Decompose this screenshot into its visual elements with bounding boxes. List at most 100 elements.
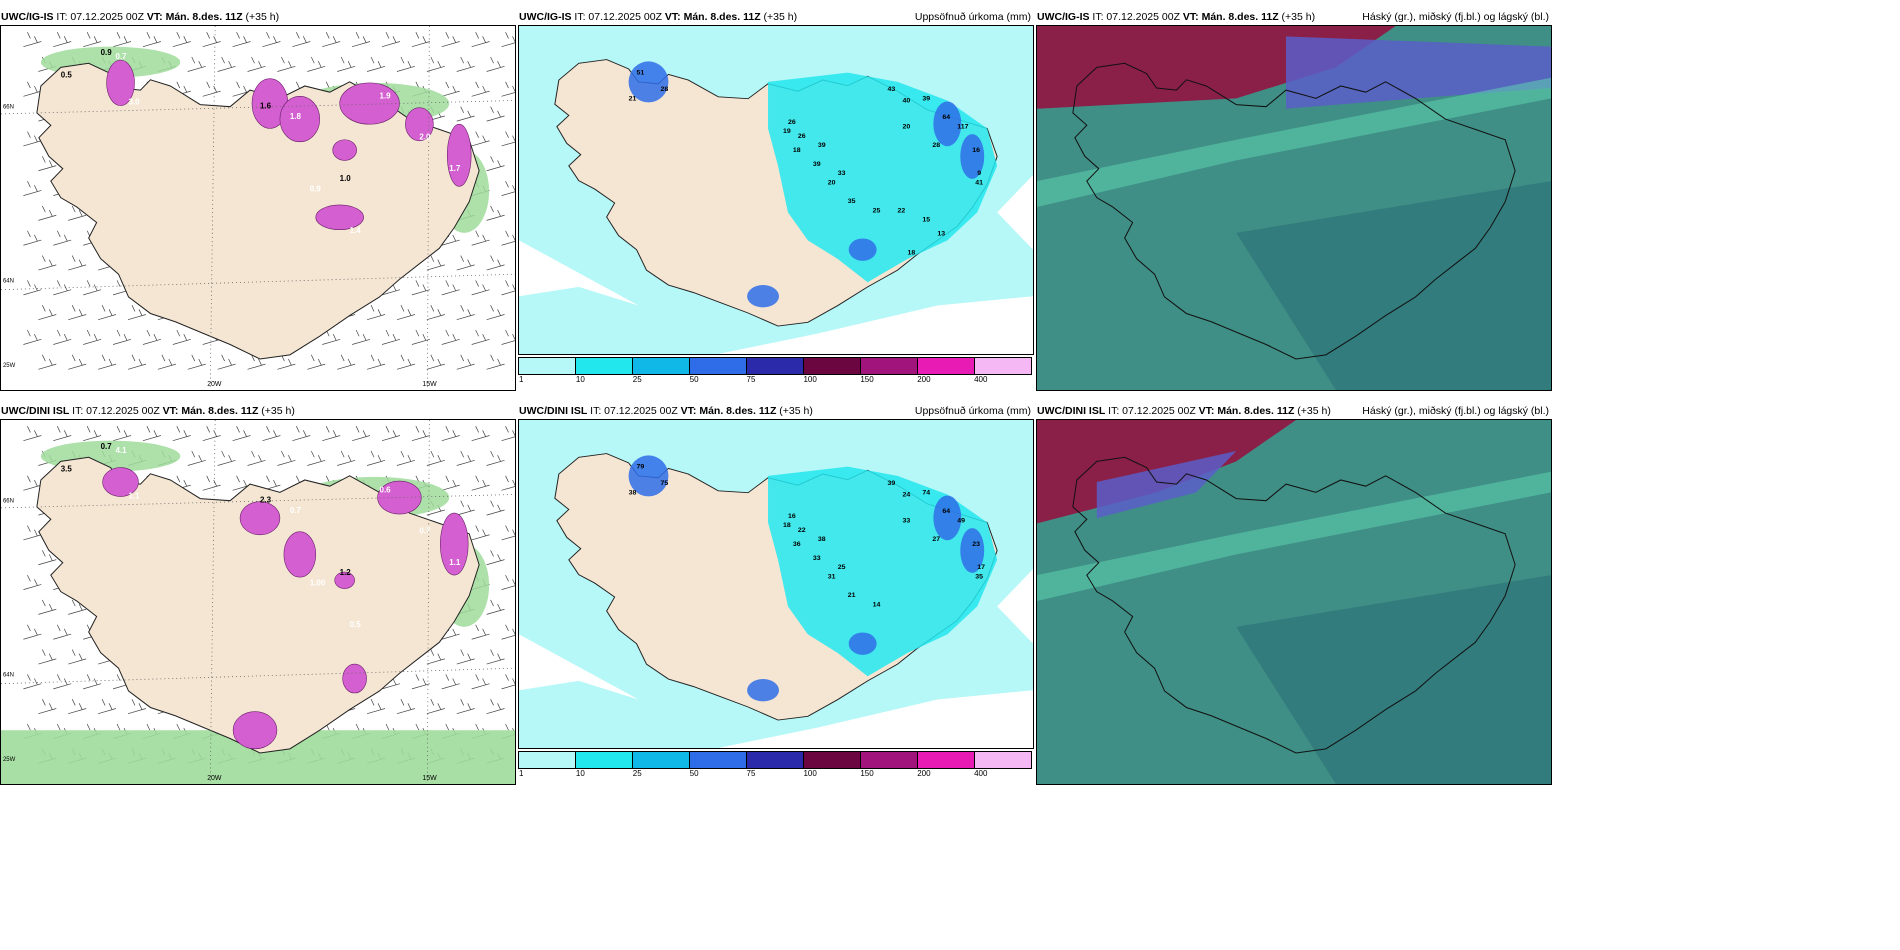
- wind-value-label: 1.4: [350, 226, 362, 235]
- colorbar-segment: [804, 358, 861, 374]
- wind-barb: [23, 180, 42, 196]
- longitude-line: [426, 26, 430, 390]
- wind-barb: [23, 32, 42, 48]
- model-name: UWC/IG-IS: [1037, 11, 1090, 23]
- wind-barb: [486, 649, 505, 665]
- wind-barb: [441, 329, 460, 345]
- wind-barb: [411, 32, 430, 48]
- precip-value-label: 26: [788, 119, 796, 126]
- wind-value-label: 4.1: [116, 446, 128, 455]
- wind-barb: [337, 354, 356, 370]
- iceland-outline: [1072, 62, 1516, 360]
- map-canvas: 51 28 21 43 40 39 64 117 16 9 41 20 28 33 35 39 26 19 26 18…: [519, 26, 1033, 354]
- lat-label-64n: 64N: [3, 671, 14, 678]
- precip-magenta-area: [283, 531, 317, 578]
- wind-barb: [352, 329, 371, 345]
- wind-barb: [366, 450, 386, 466]
- map-canvas: [1037, 26, 1551, 390]
- wind-value-label: 1.0: [340, 174, 352, 183]
- wind-barb: [38, 699, 57, 715]
- precip-magenta-area: [239, 501, 281, 536]
- wind-barb: [456, 500, 475, 516]
- precip-colorbar: [518, 751, 1032, 769]
- precip-value-label: 51: [637, 70, 645, 77]
- lead-time: (+35 h): [242, 11, 280, 23]
- precip-magenta-area: [315, 204, 364, 231]
- precip-colorbar: [518, 357, 1032, 375]
- lead-time: (+35 h): [258, 405, 295, 417]
- colorbar-segment: [690, 752, 747, 768]
- wind-barb: [486, 599, 505, 615]
- precip-value-label: 21: [848, 592, 856, 599]
- wind-barb: [471, 32, 490, 48]
- valid-time: Mán. 8.des. 11Z: [680, 11, 761, 23]
- precip-value-label: 28: [932, 142, 940, 149]
- wind-barb: [501, 674, 515, 690]
- lat-label-66n: 66N: [3, 498, 14, 505]
- wind-barb: [112, 32, 132, 48]
- wind-barb: [501, 574, 515, 590]
- colorbar-tick-label: 10: [575, 769, 585, 778]
- wind-barb: [292, 426, 311, 442]
- colorbar-segment: [633, 752, 690, 768]
- wind-barb: [501, 131, 515, 147]
- longitude-line: [209, 26, 216, 390]
- wind-barb: [501, 280, 515, 296]
- precip-magenta-area: [232, 711, 278, 750]
- precip-value-label: 9: [977, 170, 981, 177]
- panel-field-title: Háský (gr.), miðský (fj.bl.) og lágský (…: [1362, 405, 1549, 417]
- lat-label-64n: 64N: [3, 277, 14, 284]
- wind-barb: [411, 329, 430, 345]
- run-time: IT: 07.12.2025 00Z: [571, 11, 665, 23]
- panel-field-title: Uppsöfnuð úrkoma (mm): [914, 11, 1031, 23]
- map-panel-p6: UWC/DINI ISL IT: 07.12.2025 00Z VT: Mán.…: [1036, 404, 1552, 790]
- wind-barb: [232, 426, 251, 442]
- wind-barb: [98, 305, 117, 321]
- colorbar-segment: [747, 358, 804, 374]
- precip-magenta-area: [405, 107, 434, 142]
- map-panel-p3: UWC/IG-IS IT: 07.12.2025 00Z VT: Mán. 8.…: [1036, 10, 1552, 396]
- colorbar-tick-label: 1: [519, 375, 524, 384]
- vt-label: VT:: [664, 11, 681, 23]
- colorbar-segment: [576, 752, 633, 768]
- lon-label-25w: 25W: [3, 362, 16, 369]
- wind-barb: [23, 81, 42, 97]
- precip-value-label: 39: [922, 96, 930, 103]
- precip-value-label: 17: [977, 564, 985, 571]
- wind-barb: [366, 699, 386, 715]
- wind-barb: [53, 426, 72, 442]
- low-cloud-band: [1037, 471, 1551, 601]
- wind-barb: [262, 426, 281, 442]
- wind-barb: [83, 32, 102, 48]
- wind-barb: [217, 56, 236, 72]
- precip-blue-area: [628, 455, 669, 497]
- precip-magenta-area: [439, 512, 469, 576]
- wind-barb: [247, 450, 266, 466]
- colorbar-tick-label: 50: [689, 769, 699, 778]
- wind-barb: [381, 329, 401, 345]
- wind-barb: [501, 426, 515, 442]
- precip-value-label: 39: [818, 142, 826, 149]
- precip-blue-area: [628, 61, 669, 103]
- wind-barb: [471, 81, 490, 97]
- wind-barb: [23, 230, 42, 246]
- precip-value-label: 117: [957, 124, 969, 131]
- panel-title: UWC/DINI ISL IT: 07.12.2025 00Z VT: Mán.…: [1037, 404, 1331, 418]
- wind-barb: [83, 280, 102, 296]
- precip-magenta-area: [102, 467, 139, 497]
- wind-barb: [38, 255, 57, 271]
- precip-value-label: 33: [903, 518, 911, 525]
- wind-barb: [426, 699, 445, 715]
- wind-barb: [68, 305, 87, 321]
- precip-magenta-area: [279, 96, 321, 143]
- wind-barb: [53, 329, 72, 345]
- graticule: [1, 26, 515, 390]
- wind-barb: [501, 180, 515, 196]
- wind-barb: [217, 450, 236, 466]
- wind-barb: [486, 156, 505, 172]
- wind-barb: [456, 649, 475, 665]
- longitude-line: [209, 420, 216, 784]
- wind-barb: [68, 354, 87, 370]
- wind-value-label: 1.8: [290, 112, 302, 121]
